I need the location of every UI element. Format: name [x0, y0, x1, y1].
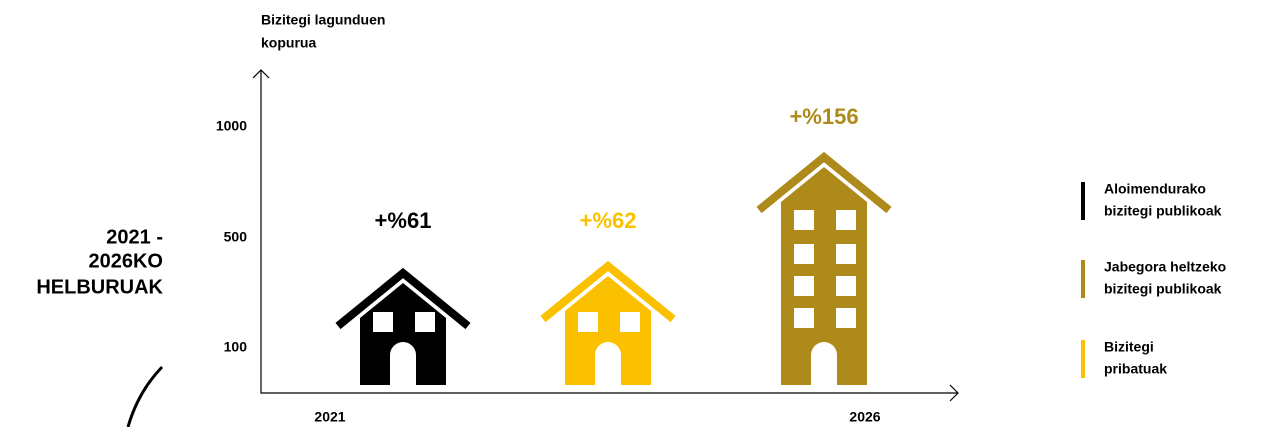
house-window: [836, 308, 856, 328]
house-roof: [540, 260, 676, 323]
axis-arrow: [252, 69, 270, 79]
house-window: [620, 312, 640, 332]
house-window: [794, 244, 814, 264]
change-label: +%156: [789, 104, 858, 129]
house-body: [360, 283, 446, 385]
legend-label: Bizitegi: [1104, 339, 1154, 355]
change-label: +%61: [375, 208, 432, 233]
title-line: 2021 -: [106, 226, 163, 248]
house-window: [794, 308, 814, 328]
house-window: [794, 276, 814, 296]
axes: [252, 69, 959, 402]
legend-label: bizitegi publikoak: [1104, 281, 1222, 297]
house-window: [373, 312, 393, 332]
x-label: 2021: [314, 409, 345, 425]
house-roof: [756, 151, 892, 214]
house-window: [836, 276, 856, 296]
house-window: [836, 210, 856, 230]
title-line: HELBURUAK: [36, 276, 163, 298]
y-label: 500: [224, 229, 248, 245]
house-roof: [335, 267, 471, 330]
house-window: [578, 312, 598, 332]
x-label: 2026: [849, 409, 880, 425]
legend-label: Aloimendurako: [1104, 181, 1206, 197]
house-door: [595, 342, 621, 385]
change-label: +%62: [580, 208, 637, 233]
title-line: 2026KO: [89, 250, 164, 272]
house-window: [794, 210, 814, 230]
house-window: [836, 244, 856, 264]
decor-arc: [126, 365, 164, 427]
legend-label: bizitegi publikoak: [1104, 203, 1222, 219]
legend-label: Jabegora heltzeko: [1104, 259, 1226, 275]
legend-swatch: [1081, 260, 1085, 298]
axis-line: [260, 70, 958, 394]
house-door: [390, 342, 416, 385]
house-window: [415, 312, 435, 332]
house-door: [811, 342, 837, 385]
axis-arrow: [949, 384, 959, 402]
y-label: 100: [224, 339, 248, 355]
y-label: 1000: [216, 118, 247, 134]
axis-label: kopurua: [261, 35, 316, 51]
legend-label: pribatuak: [1104, 361, 1167, 377]
legend-swatch: [1081, 340, 1085, 378]
house-body: [565, 276, 651, 385]
legend-swatch: [1081, 182, 1085, 220]
axis-label: Bizitegi lagunduen: [261, 12, 385, 28]
